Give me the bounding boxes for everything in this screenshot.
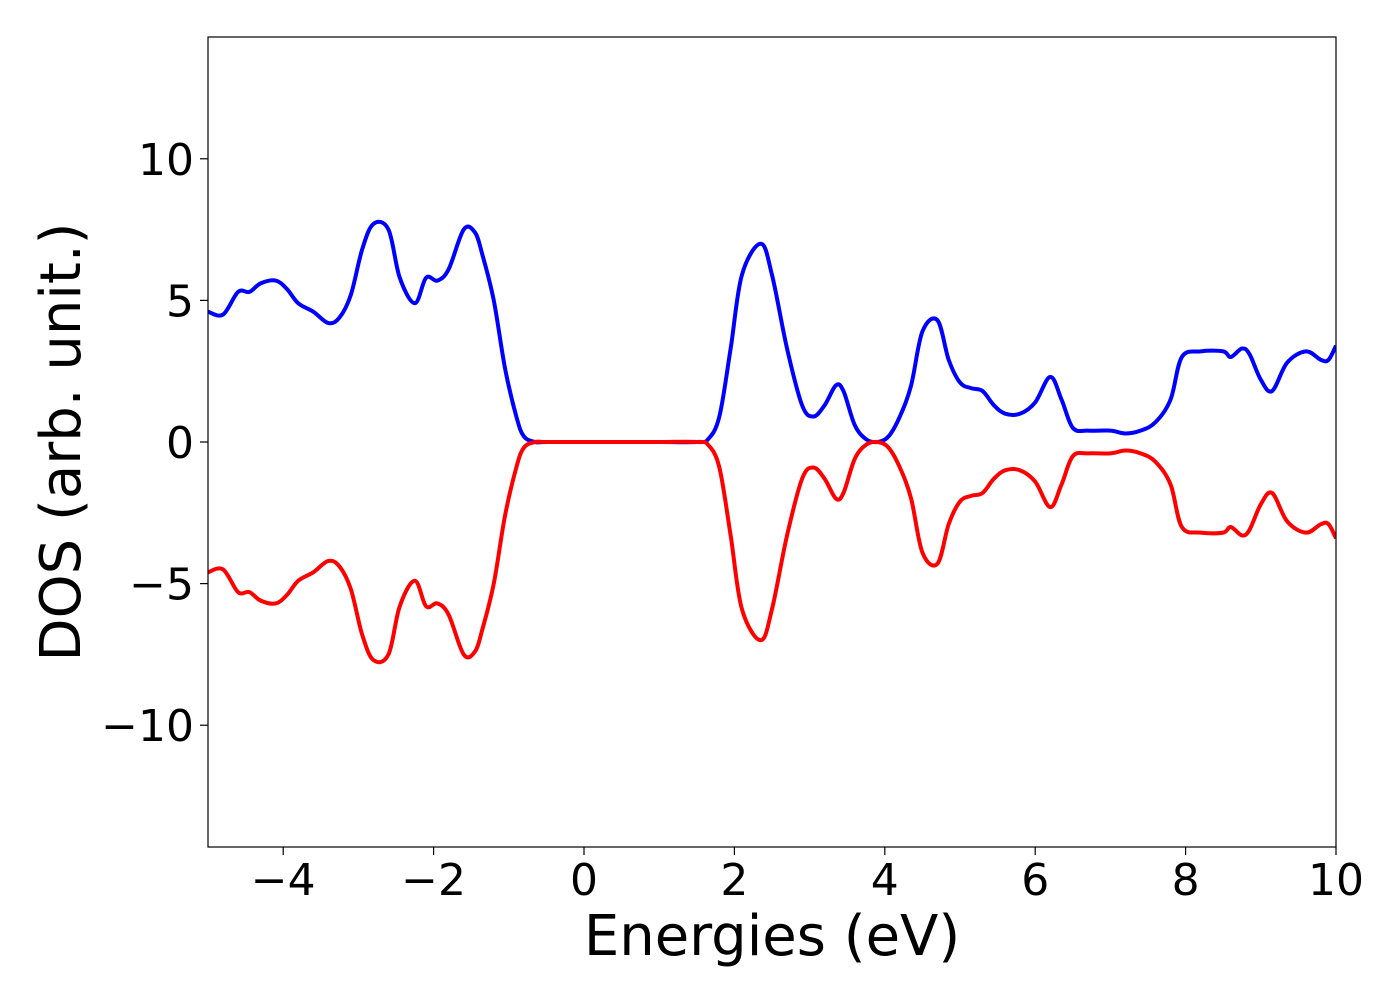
y-axis: 10 5 0 −5 −10 xyxy=(101,135,208,752)
x-tick-label: 0 xyxy=(570,855,598,906)
x-axis: −4 −2 0 2 4 6 8 10 xyxy=(251,847,1364,906)
series-layer xyxy=(208,219,1336,665)
x-tick-label: −2 xyxy=(401,855,466,906)
x-tick-label: 8 xyxy=(1172,855,1200,906)
y-tick-label: −10 xyxy=(101,701,194,752)
plot-frame xyxy=(207,36,1337,848)
x-axis-label: Energies (eV) xyxy=(584,904,960,969)
series-line-spin-down xyxy=(208,439,1336,665)
y-tick-label: 5 xyxy=(166,276,194,327)
x-tick-label: 2 xyxy=(720,855,748,906)
y-tick-label: 0 xyxy=(166,418,194,469)
x-tick-label: 10 xyxy=(1308,855,1364,906)
series-line-spin-up xyxy=(208,219,1336,445)
y-axis-label: DOS (arb. unit.) xyxy=(29,222,94,661)
x-tick-label: 6 xyxy=(1021,855,1049,906)
x-tick-label: 4 xyxy=(871,855,899,906)
y-tick-label: 10 xyxy=(138,135,194,186)
y-tick-label: −5 xyxy=(129,560,194,611)
x-tick-label: −4 xyxy=(251,855,316,906)
